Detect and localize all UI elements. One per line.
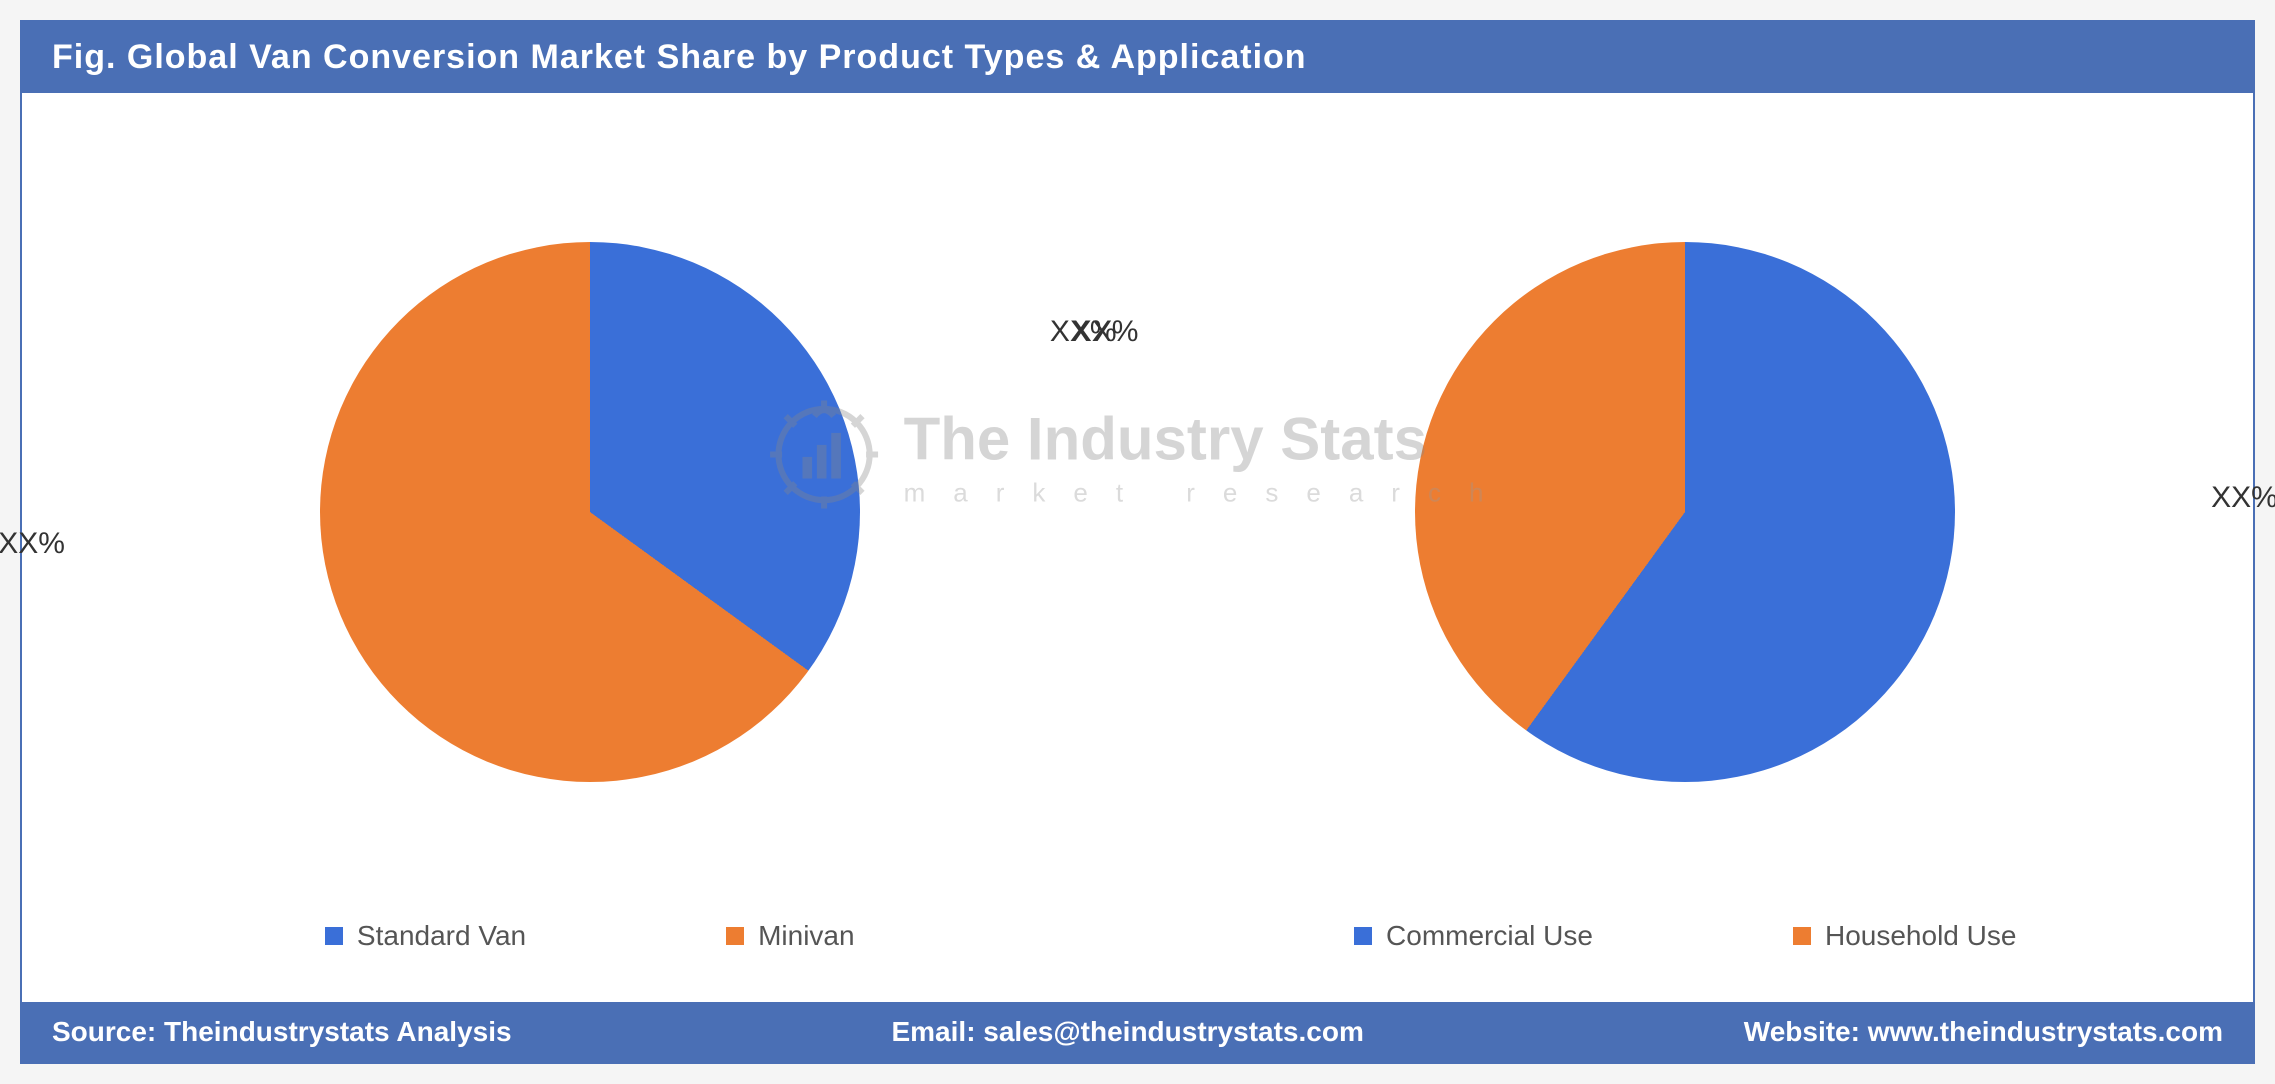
figure-title: Fig. Global Van Conversion Market Share … [52, 38, 2223, 77]
pie-wrapper-right: XX% XX% [1138, 133, 2234, 890]
figure-container: Fig. Global Van Conversion Market Share … [20, 20, 2255, 1064]
pct-label-minivan: XX% [0, 527, 65, 561]
legend-swatch [1354, 927, 1372, 945]
pct-label-household-use: XX% [1072, 315, 1139, 349]
legend-label: Commercial Use [1386, 920, 1593, 952]
legend-swatch [726, 927, 744, 945]
chart-panel-application: XX% XX% Commercial Use Household Use [1138, 133, 2234, 992]
footer-source: Source: Theindustrystats Analysis [52, 1016, 512, 1048]
pie-chart-product-types [320, 242, 860, 782]
footer-bar: Source: Theindustrystats Analysis Email:… [22, 1002, 2253, 1062]
pie-chart-application [1415, 242, 1955, 782]
chart-panel-product-types: XX% XX% Standard Van Minivan [42, 133, 1138, 992]
footer-website: Website: www.theindustrystats.com [1744, 1016, 2223, 1048]
legend-swatch [1793, 927, 1811, 945]
pct-label-commercial-use: XX% [2211, 481, 2275, 515]
legend-label: Minivan [758, 920, 854, 952]
legend-item-commercial-use: Commercial Use [1354, 920, 1593, 952]
legend-item-minivan: Minivan [726, 920, 854, 952]
chart-area: XX% XX% Standard Van Minivan XX% XX% [22, 93, 2253, 1002]
footer-email: Email: sales@theindustrystats.com [891, 1016, 1363, 1048]
legend-swatch [325, 927, 343, 945]
legend-label: Standard Van [357, 920, 526, 952]
legend-label: Household Use [1825, 920, 2016, 952]
legend-item-household-use: Household Use [1793, 920, 2016, 952]
pie-wrapper-left: XX% XX% [42, 133, 1138, 890]
legend-application: Commercial Use Household Use [1354, 890, 2016, 992]
legend-product-types: Standard Van Minivan [325, 890, 855, 992]
legend-item-standard-van: Standard Van [325, 920, 526, 952]
header-bar: Fig. Global Van Conversion Market Share … [22, 22, 2253, 93]
